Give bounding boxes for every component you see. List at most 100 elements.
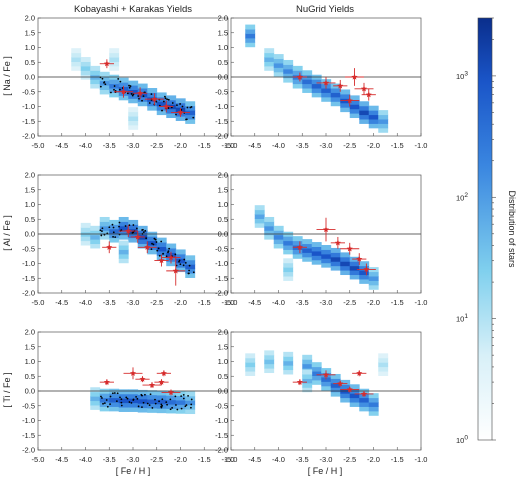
density-cell [166, 408, 177, 414]
density-cell [109, 92, 120, 98]
observation-star [360, 85, 368, 92]
density-cell [340, 379, 351, 385]
observation-star [163, 103, 170, 110]
observation-star [167, 254, 175, 261]
observation [361, 88, 376, 101]
density-cell [368, 393, 379, 399]
density-cell [302, 252, 313, 258]
density-cell [283, 360, 294, 366]
simulated-star [190, 403, 193, 406]
density-cell [118, 216, 129, 222]
simulated-star [166, 98, 168, 101]
simulated-star [128, 224, 131, 227]
observation [316, 77, 336, 89]
density-cell [302, 79, 313, 85]
density-cell [90, 79, 101, 85]
simulated-star [178, 259, 181, 262]
simulated-star [144, 393, 146, 396]
density-cell [264, 230, 275, 236]
density-cell [175, 253, 186, 259]
density-cell [118, 258, 129, 264]
x-tick-label: -2.5 [150, 298, 163, 307]
simulated-star [188, 272, 190, 275]
simulated-star [189, 106, 192, 109]
density-cell [302, 369, 313, 375]
density-cell [90, 225, 101, 231]
density-cell [264, 61, 275, 67]
density-cell [349, 104, 360, 110]
simulated-star [110, 91, 112, 94]
simulated-star [111, 223, 114, 226]
density-cell [368, 410, 379, 416]
density-cell [99, 225, 110, 231]
density-cell [137, 403, 148, 409]
density-cell [264, 359, 275, 365]
simulated-star [115, 400, 118, 403]
density-cell [368, 105, 379, 111]
density-cell [147, 394, 158, 400]
density-cell [340, 89, 351, 95]
density-cell [330, 101, 341, 107]
density-cell [245, 29, 256, 34]
y-tick-label: -0.5 [215, 401, 228, 410]
simulated-star [119, 80, 122, 83]
simulated-star [148, 102, 151, 104]
density-cell [283, 68, 294, 74]
x-tick-label: -3.0 [127, 455, 140, 464]
density-cell [147, 105, 158, 111]
density-cell [330, 373, 341, 379]
density-cell [264, 368, 275, 374]
simulated-star [157, 247, 160, 250]
y-tick-label: 1.0 [218, 200, 228, 209]
density-cell [378, 353, 389, 359]
density-cell [330, 96, 341, 102]
y-tick-label: -1.0 [215, 416, 228, 425]
simulated-star [101, 397, 103, 399]
density-cell [378, 114, 389, 120]
density-cell [137, 101, 148, 107]
density-cell [156, 399, 167, 405]
density-cell [245, 353, 256, 359]
simulated-star [104, 83, 107, 86]
density-cell [118, 393, 129, 399]
density-cell [156, 250, 167, 256]
simulated-star [180, 407, 183, 410]
density-cell [283, 365, 294, 371]
x-tick-label: -4.5 [248, 298, 261, 307]
simulated-star [181, 105, 184, 108]
density-cell [185, 409, 196, 415]
density-cell [359, 110, 370, 116]
density-cell [283, 356, 294, 362]
x-tick-label: -1.5 [391, 455, 404, 464]
density-cell [147, 88, 158, 93]
density-cell [302, 247, 313, 253]
density-cell [349, 397, 360, 403]
density-cell [311, 371, 322, 376]
observation [161, 389, 181, 396]
xlabel-left: [ Fe / H ] [116, 466, 151, 476]
density-cell [99, 216, 110, 222]
density-cell [80, 236, 91, 242]
density-cell [137, 407, 148, 413]
observation-star [144, 244, 151, 250]
density-cell [128, 389, 139, 395]
density-cell [80, 61, 91, 67]
y-tick-label: -2.0 [215, 132, 228, 141]
density-cell [118, 95, 129, 101]
density-cell [311, 362, 322, 368]
density-cell [254, 222, 265, 228]
density-cell [254, 214, 265, 219]
density-cell [368, 123, 379, 129]
observation [144, 93, 164, 106]
density-cell [128, 224, 139, 230]
density-cell [330, 252, 341, 258]
density-cell [99, 406, 110, 412]
density-cell [368, 397, 379, 403]
observation [114, 85, 133, 98]
simulated-star [142, 401, 145, 404]
density-cell [128, 219, 139, 225]
observation-star [296, 244, 303, 250]
simulated-star [150, 248, 153, 251]
y-tick-label: 0.0 [25, 73, 35, 82]
y-tick-label: 1.5 [25, 28, 35, 37]
